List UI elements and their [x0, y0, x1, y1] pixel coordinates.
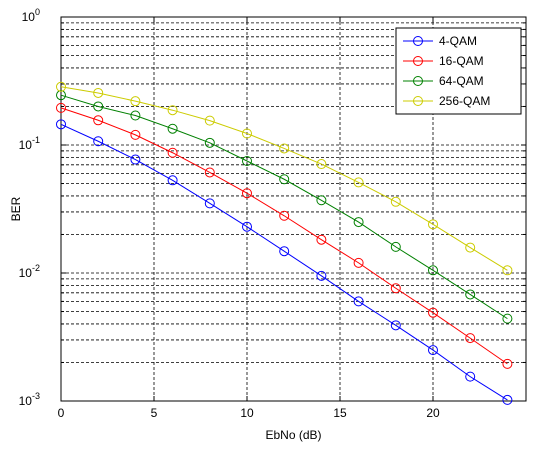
series-line [60, 94, 508, 320]
data-point [279, 143, 290, 154]
data-point [56, 119, 66, 130]
data-point [242, 155, 252, 166]
data-point [242, 128, 252, 139]
legend-box [395, 27, 522, 115]
data-point [167, 123, 178, 134]
data-point [93, 136, 104, 147]
data-point [390, 196, 401, 207]
legend-item: 16-QAM [403, 54, 484, 68]
data-point [428, 219, 438, 230]
data-point [204, 167, 215, 178]
x-tick-label: 5 [151, 406, 158, 420]
legend-item: 4-QAM [403, 34, 477, 48]
data-point [353, 177, 364, 188]
legend-label: 64-QAM [439, 74, 484, 88]
legend-label: 16-QAM [439, 54, 484, 68]
data-point [316, 234, 327, 245]
legend-label: 4-QAM [439, 34, 477, 48]
data-point [204, 198, 215, 209]
data-point [390, 283, 401, 294]
data-point [390, 320, 401, 331]
data-point [428, 345, 438, 356]
series-line [60, 107, 508, 365]
data-point [465, 289, 476, 300]
x-tick-label: 0 [58, 406, 65, 420]
data-point [56, 90, 66, 101]
data-point [502, 358, 513, 369]
data-point [204, 137, 215, 148]
series-line [60, 123, 508, 401]
data-point [279, 246, 290, 257]
data-point [502, 313, 513, 324]
data-point [428, 307, 438, 318]
data-point [316, 159, 327, 170]
data-point [353, 296, 364, 307]
series-group [56, 81, 513, 405]
series-4-qam [56, 119, 513, 405]
legend: 4-QAM 16-QAM 64-QAM 256-QAM [395, 27, 522, 115]
data-point [242, 221, 252, 232]
data-point [316, 270, 327, 281]
data-point [167, 105, 178, 116]
x-tick-label: 15 [333, 406, 347, 420]
data-point [353, 217, 364, 228]
legend-label: 256-QAM [439, 94, 490, 108]
data-point [428, 265, 438, 276]
series-256-qam [56, 81, 513, 276]
data-point [353, 257, 364, 268]
y-tick-label: 10-2 [19, 263, 40, 280]
y-tick-label: 10-3 [19, 391, 40, 408]
data-point [130, 110, 141, 121]
axis-ticks: 0 5 10 15 20 10-3 10-2 10-1 100 [19, 7, 526, 420]
data-point [93, 87, 104, 98]
data-point [56, 81, 66, 92]
series-64-qam [56, 90, 513, 324]
data-point [279, 210, 290, 221]
legend-marker [413, 36, 423, 46]
data-point [316, 195, 327, 206]
data-point [465, 242, 476, 253]
x-tick-label: 20 [426, 406, 440, 420]
data-point [130, 154, 141, 165]
data-point [130, 129, 141, 140]
data-point [130, 96, 141, 107]
data-point [390, 241, 401, 252]
data-point [93, 101, 104, 112]
plot-area [60, 16, 527, 402]
data-point [502, 394, 513, 405]
legend-marker [413, 96, 423, 106]
y-tick-label: 10-1 [19, 135, 40, 152]
data-point [502, 265, 513, 276]
data-point [279, 174, 290, 185]
data-point [465, 371, 476, 382]
data-point [204, 115, 215, 126]
x-axis-label: EbNo (dB) [265, 428, 321, 442]
data-point [167, 147, 178, 158]
y-tick-label: 100 [22, 7, 40, 24]
data-point [242, 188, 252, 199]
x-tick-label: 10 [240, 406, 254, 420]
data-point [56, 102, 66, 113]
legend-item: 256-QAM [403, 94, 490, 108]
series-16-qam [56, 102, 513, 369]
series-line [60, 86, 508, 271]
legend-item: 64-QAM [403, 74, 484, 88]
legend-marker [413, 76, 423, 86]
data-point [465, 333, 476, 344]
legend-marker [413, 56, 423, 66]
data-point [93, 115, 104, 126]
y-axis-label: BER [9, 196, 23, 221]
data-point [167, 175, 178, 186]
